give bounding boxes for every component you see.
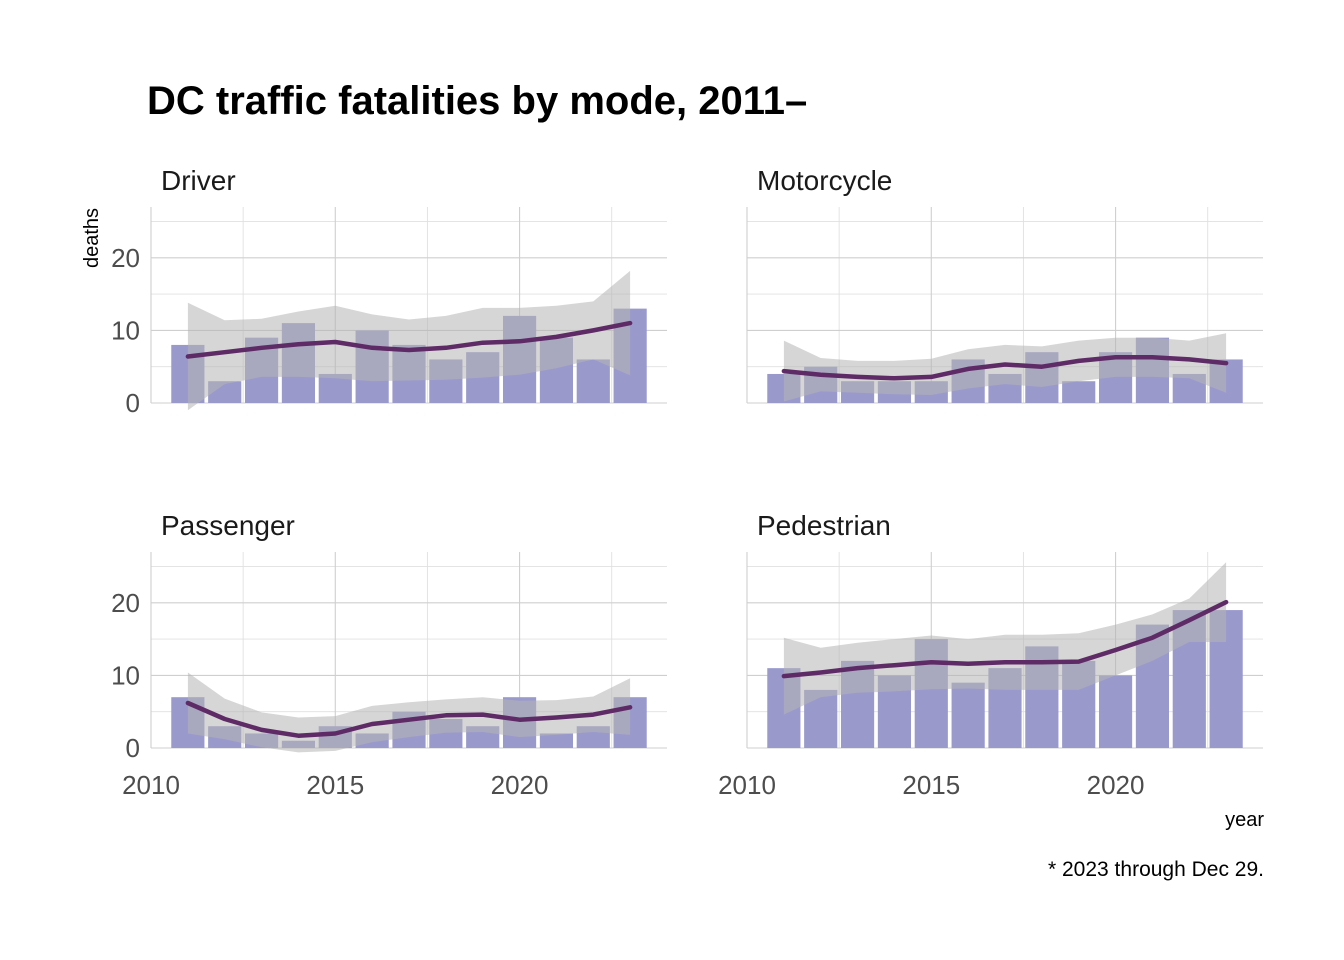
facet-title-pedestrian: Pedestrian	[757, 510, 891, 541]
bar-passenger-2021	[539, 733, 574, 748]
facet-title-motorcycle: Motorcycle	[757, 165, 892, 196]
y-axis-title: deaths	[81, 208, 103, 268]
x-tick-label: 2015	[306, 770, 364, 800]
bar-pedestrian-2020	[1098, 675, 1133, 748]
trend-line-passenger	[185, 700, 633, 738]
y-tick-label: 10	[111, 315, 140, 345]
bar-pedestrian-2016	[951, 682, 985, 748]
x-tick-label: 2015	[902, 770, 960, 800]
y-tick-label: 20	[111, 588, 140, 618]
confidence-band-passenger	[187, 672, 631, 753]
bar-driver-2022	[576, 359, 610, 403]
y-tick-label: 0	[126, 733, 140, 763]
caption: * 2023 through Dec 29.	[1048, 858, 1264, 881]
confidence-band-driver	[187, 270, 631, 411]
y-tick-label: 10	[111, 660, 140, 690]
x-tick-label: 2020	[1087, 770, 1145, 800]
facet-pedestrian: Pedestrian 2010 2015 2020	[718, 510, 1263, 800]
x-tick-label: 2020	[491, 770, 549, 800]
facet-passenger: Passenger 0 10 20 2010 2015 2020	[111, 510, 667, 800]
x-axis-title: year	[1225, 809, 1264, 831]
trend-line-pedestrian	[781, 599, 1229, 679]
confidence-band-pedestrian	[783, 562, 1227, 715]
chart-title: DC traffic fatalities by mode, 2011–	[147, 79, 807, 123]
confidence-band-motorcycle	[783, 333, 1227, 402]
x-tick-label: 2010	[718, 770, 776, 800]
facet-panels: Driver 0 10 20 Motorcycle Passenger 0 10 20 2010 2…	[111, 165, 1263, 800]
facet-title-driver: Driver	[161, 165, 236, 196]
y-tick-label: 0	[126, 388, 140, 418]
facet-motorcycle: Motorcycle	[746, 165, 1263, 404]
y-tick-label: 20	[111, 243, 140, 273]
x-tick-label: 2010	[122, 770, 180, 800]
trend-line-motorcycle	[781, 355, 1229, 381]
facet-driver: Driver 0 10 20	[111, 165, 667, 418]
facet-title-passenger: Passenger	[161, 510, 295, 541]
trend-line-driver	[185, 320, 633, 359]
bar-motorcycle-2019	[1062, 381, 1096, 403]
